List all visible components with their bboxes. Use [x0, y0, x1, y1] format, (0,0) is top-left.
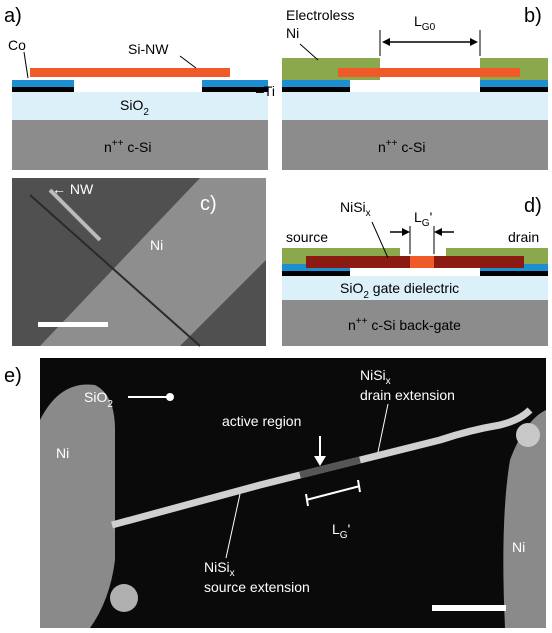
text: n [348, 317, 356, 333]
cobalt [480, 80, 548, 87]
panel-label: a) [4, 5, 22, 27]
titanium [12, 87, 74, 92]
titanium [480, 87, 548, 92]
text: x [386, 376, 391, 387]
ni-label: Ni [286, 25, 299, 41]
text: L [332, 521, 340, 537]
nw-label: ← NW [52, 181, 94, 197]
ni-right-label: Ni [512, 539, 525, 555]
panel-label: c) [200, 193, 217, 215]
cobalt [282, 80, 350, 87]
electroless-label: Electroless [286, 7, 354, 23]
panel-d: d) NiSix LG' source drain SiO2 gate diel… [282, 195, 548, 346]
nanowire [338, 68, 520, 77]
text: source extension [204, 579, 310, 595]
text: n [378, 139, 386, 155]
drain-label: drain [508, 229, 539, 245]
ni-label: Ni [150, 237, 163, 253]
panel-label: b) [524, 5, 542, 27]
figure: a) Co Si-NW –Ti SiO2 n++ c-Si b) Electro… [0, 0, 552, 633]
text: L [414, 209, 422, 225]
nickel-left [40, 384, 115, 628]
co-label: Co [8, 37, 26, 53]
silicide [434, 256, 524, 268]
panel-c: c) ← NW Ni [12, 178, 266, 346]
text: NiSi [204, 559, 230, 575]
silicide [306, 256, 410, 268]
titanium [282, 87, 350, 92]
source-label: source [286, 229, 328, 245]
text: ' [430, 209, 433, 225]
silicide-label: NiSix [340, 199, 371, 219]
substrate-label: n++ c-Si [378, 138, 425, 155]
text: x [366, 208, 371, 219]
nanowire [30, 68, 230, 77]
text: 2 [107, 399, 113, 410]
text: ++ [356, 316, 368, 327]
text: 2 [143, 107, 149, 118]
titanium [282, 271, 350, 276]
panel-a: a) Co Si-NW –Ti SiO2 n++ c-Si [4, 5, 275, 170]
text: ++ [386, 138, 398, 149]
text: n [104, 139, 112, 155]
arrowheads [402, 228, 442, 236]
pointer-dot [166, 393, 174, 401]
text: drain extension [360, 387, 455, 403]
text: ' [348, 521, 351, 537]
text: SiO [340, 280, 363, 296]
gap-label: LG' [414, 209, 432, 229]
particle [516, 423, 540, 447]
scale-bar [432, 605, 506, 611]
text: c-Si back-gate [367, 317, 461, 333]
active-label: active region [222, 413, 301, 429]
panel-b: b) Electroless Ni LG0 n++ c-Si [282, 5, 548, 170]
pointer [300, 44, 318, 60]
ti-label: –Ti [256, 83, 275, 99]
text: SiO [84, 389, 107, 405]
pointer [180, 56, 196, 68]
text: gate dielectric [369, 280, 459, 296]
ni-left-label: Ni [56, 445, 69, 461]
text: c-Si [397, 139, 425, 155]
pointer [24, 52, 28, 78]
cobalt [12, 80, 74, 87]
text: c-Si [123, 139, 151, 155]
text: ++ [112, 138, 124, 149]
channel [410, 256, 434, 268]
scale-bar [38, 322, 108, 327]
panel-label: e) [4, 365, 22, 387]
substrate-label: n++ c-Si [104, 138, 151, 155]
text: NiSi [340, 199, 366, 215]
text: NiSi [360, 367, 386, 383]
text: x [230, 568, 235, 579]
gap-label: LG0 [414, 13, 436, 33]
text: SiO [120, 97, 143, 113]
nanowire-label: Si-NW [128, 41, 169, 57]
panel-label: d) [524, 195, 542, 217]
oxide [282, 92, 548, 120]
text: G0 [422, 22, 436, 33]
particle [110, 584, 138, 612]
titanium [480, 271, 548, 276]
text: L [414, 13, 422, 29]
